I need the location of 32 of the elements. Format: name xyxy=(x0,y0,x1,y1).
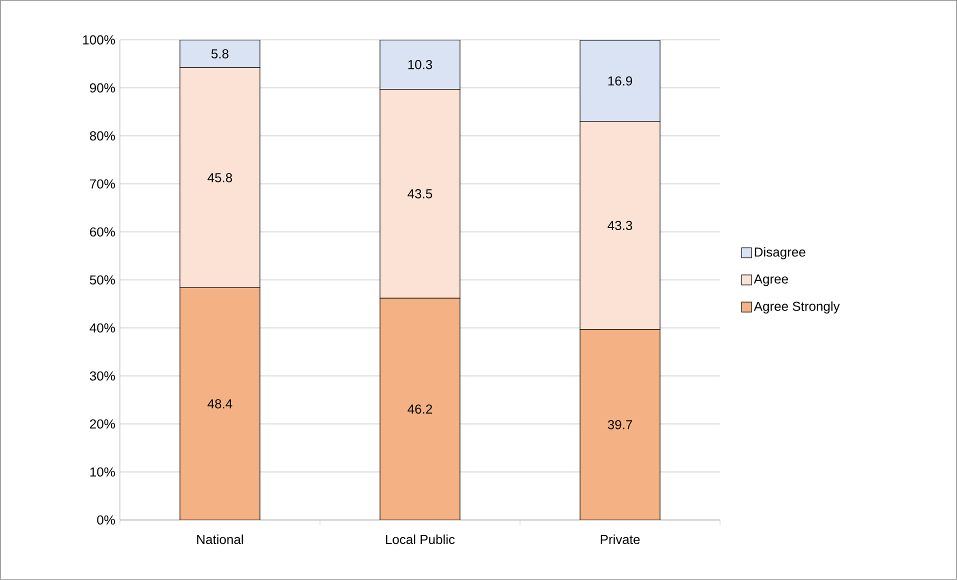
data-label: 10.3 xyxy=(408,60,432,70)
y-tick-label: 90% xyxy=(90,83,115,93)
bar xyxy=(180,287,260,520)
y-tick-label: 10% xyxy=(90,467,115,477)
data-label: 48.4 xyxy=(208,399,232,408)
data-label: 45.8 xyxy=(208,173,232,182)
bar xyxy=(580,329,660,520)
data-label: 46.2 xyxy=(408,404,432,414)
data-label: 5.8 xyxy=(211,49,228,58)
y-tick-label: 0% xyxy=(97,515,115,525)
x-tick-label: Local Public xyxy=(386,534,455,544)
y-tick-label: 60% xyxy=(90,227,115,237)
data-label: 39.7 xyxy=(608,420,632,430)
y-tick-label: 80% xyxy=(90,131,115,141)
data-label: 43.3 xyxy=(608,220,632,230)
bar xyxy=(380,298,460,520)
bar xyxy=(180,40,260,68)
y-tick-label: 20% xyxy=(90,419,115,429)
data-label: 43.5 xyxy=(408,189,432,198)
y-tick-label: 30% xyxy=(90,371,115,381)
legend-label: Agree xyxy=(754,274,788,286)
bar xyxy=(380,40,460,90)
bar xyxy=(580,40,660,122)
data-label: 16.9 xyxy=(608,76,632,86)
x-tick-label: Private xyxy=(600,534,640,544)
legend-label: Agree Strongly xyxy=(754,301,840,314)
y-tick-label: 70% xyxy=(90,179,115,189)
y-tick-label: 100% xyxy=(83,35,115,45)
legend-label: Disagree xyxy=(754,247,806,260)
y-tick-label: 50% xyxy=(90,275,115,285)
x-tick-label: National xyxy=(197,534,243,544)
y-tick-label: 40% xyxy=(90,323,115,333)
